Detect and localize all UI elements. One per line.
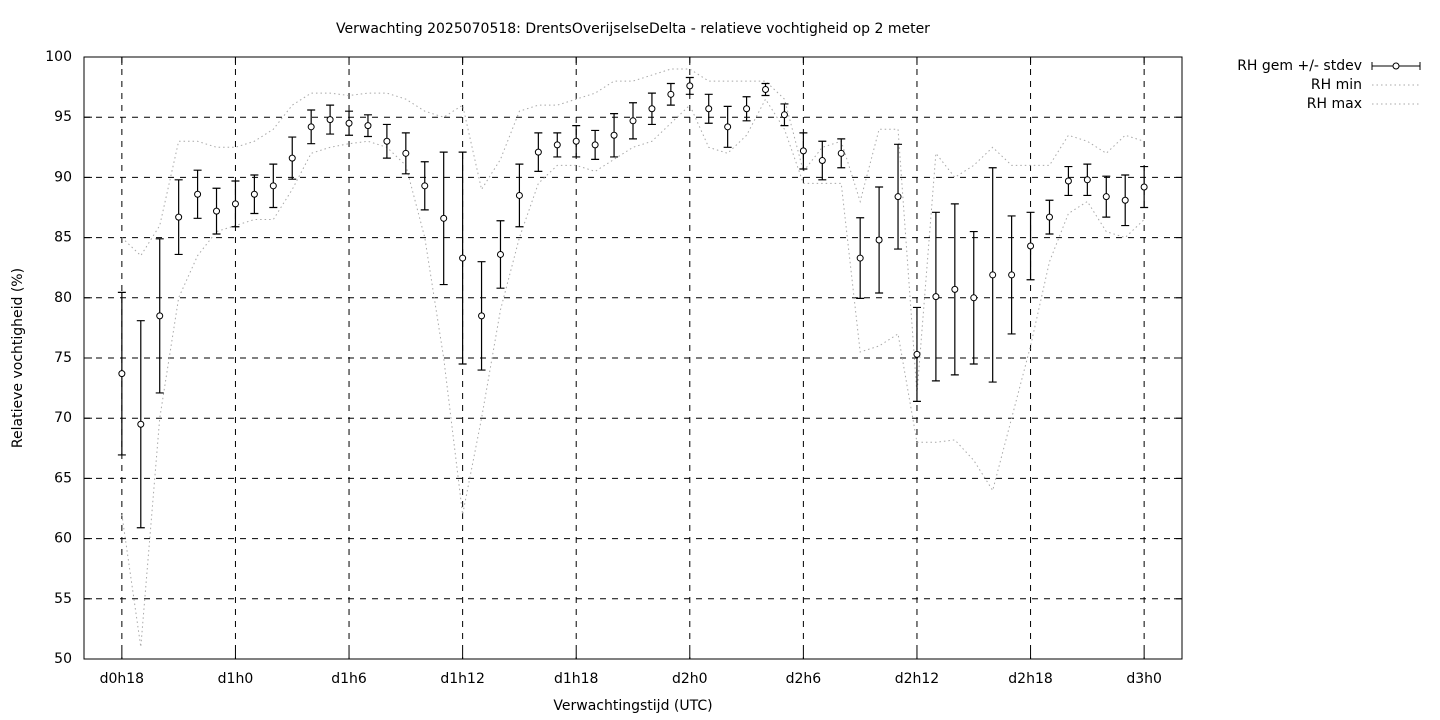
data-point: [156, 312, 164, 320]
y-tick-label: 80: [54, 290, 72, 306]
data-point: [572, 137, 580, 145]
data-point: [951, 285, 959, 293]
legend-label: RH min: [1311, 77, 1362, 93]
data-point: [989, 271, 997, 279]
data-point: [1027, 242, 1035, 250]
chart-title: Verwachting 2025070518: DrentsOverijsels…: [336, 21, 930, 37]
y-tick-label: 65: [54, 470, 72, 486]
data-point: [534, 148, 542, 156]
x-tick-label: d1h6: [331, 671, 367, 687]
data-point: [610, 131, 618, 139]
plot-frame: [83, 56, 1183, 660]
data-point: [213, 207, 221, 215]
data-point: [648, 105, 656, 113]
data-point: [629, 117, 637, 125]
data-point: [421, 182, 429, 190]
data-point: [1121, 196, 1129, 204]
y-tick-label: 50: [54, 651, 72, 667]
data-point: [383, 137, 391, 145]
y-tick-label: 85: [54, 230, 72, 246]
data-point: [194, 190, 202, 198]
data-point: [459, 254, 467, 262]
data-point: [1102, 193, 1110, 201]
data-point: [818, 157, 826, 165]
y-tick-label: 90: [54, 169, 72, 185]
legend-symbol: [1392, 62, 1400, 70]
x-tick-label: d1h18: [554, 671, 598, 687]
legend-label: RH gem +/- stdev: [1237, 58, 1362, 74]
data-point: [345, 119, 353, 127]
y-tick-label: 55: [54, 591, 72, 607]
data-point: [875, 236, 883, 244]
data-point: [762, 86, 770, 94]
data-point: [402, 149, 410, 157]
data-point: [1045, 213, 1053, 221]
data-point: [1064, 177, 1072, 185]
data-point: [326, 116, 334, 124]
data-point: [591, 141, 599, 149]
data-point: [250, 190, 258, 198]
x-tick-label: d2h12: [895, 671, 939, 687]
data-point: [175, 213, 183, 221]
x-tick-label: d1h0: [218, 671, 254, 687]
data-point: [269, 182, 277, 190]
data-point: [894, 193, 902, 201]
data-point: [1083, 176, 1091, 184]
data-point: [780, 111, 788, 119]
y-tick-label: 100: [45, 49, 72, 65]
data-point: [667, 90, 675, 98]
data-point: [743, 105, 751, 113]
data-point: [137, 420, 145, 428]
data-point: [288, 154, 296, 162]
data-point: [231, 200, 239, 208]
legend-label: RH max: [1307, 96, 1362, 112]
x-tick-label: d3h0: [1126, 671, 1162, 687]
data-point: [705, 105, 713, 113]
y-tick-label: 95: [54, 109, 72, 125]
data-point: [686, 82, 694, 90]
data-point: [799, 147, 807, 155]
data-point: [364, 122, 372, 130]
data-point: [118, 370, 126, 378]
data-point: [515, 191, 523, 199]
data-point: [932, 293, 940, 301]
y-tick-label: 70: [54, 410, 72, 426]
x-tick-label: d2h0: [672, 671, 708, 687]
data-point: [496, 250, 504, 258]
data-point: [856, 254, 864, 262]
data-point: [440, 214, 448, 222]
range-line: [121, 98, 1145, 648]
data-point: [913, 350, 921, 358]
data-point: [1140, 183, 1148, 191]
y-tick-label: 75: [54, 350, 72, 366]
x-tick-label: d0h18: [100, 671, 144, 687]
data-point: [970, 294, 978, 302]
data-point: [837, 149, 845, 157]
y-axis-label: Relatieve vochtigheid (%): [10, 268, 26, 448]
data-point: [307, 123, 315, 131]
x-tick-label: d2h6: [786, 671, 822, 687]
data-point: [724, 123, 732, 131]
x-tick-label: d1h12: [440, 671, 484, 687]
y-tick-label: 60: [54, 531, 72, 547]
data-point: [1008, 271, 1016, 279]
data-point: [553, 141, 561, 149]
x-axis-label: Verwachtingstijd (UTC): [553, 698, 712, 714]
data-point: [478, 312, 486, 320]
x-tick-label: d2h18: [1008, 671, 1052, 687]
